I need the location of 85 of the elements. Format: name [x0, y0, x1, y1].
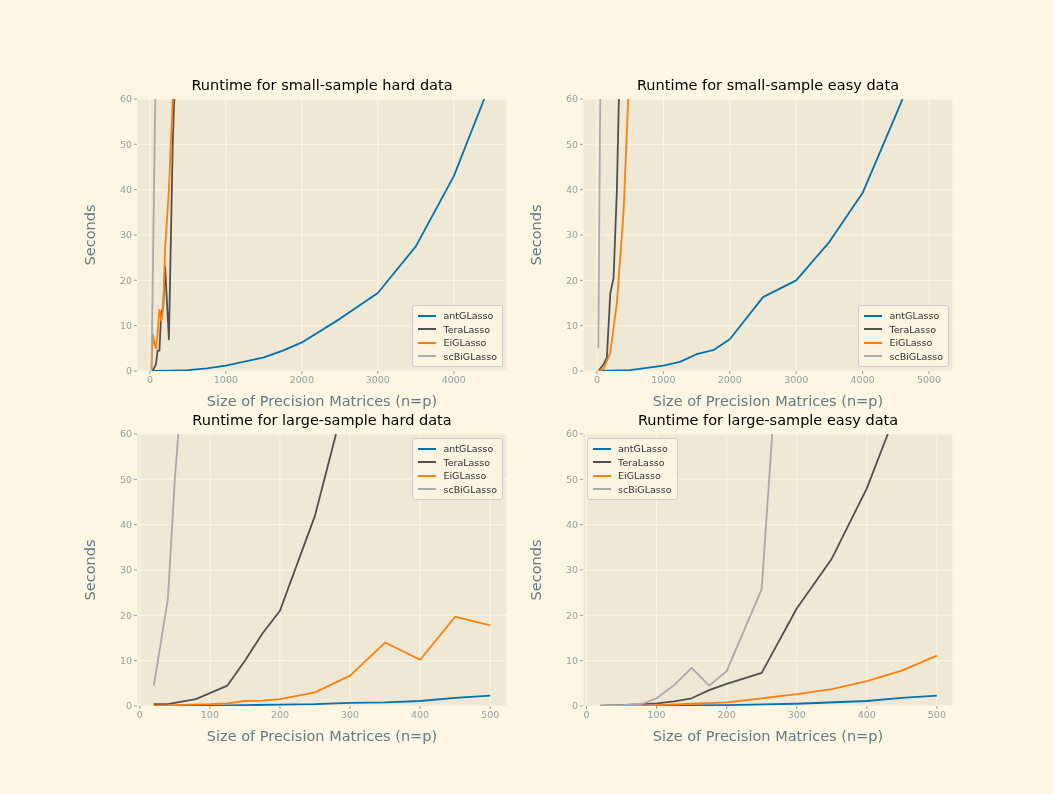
x-tick-label: 400 — [411, 708, 430, 720]
y-tick-label: 20 — [119, 274, 132, 286]
x-tick-label: 500 — [481, 708, 500, 720]
legend-label: TeraLasso — [443, 323, 491, 335]
y-tick-label: 20 — [565, 609, 578, 621]
legend-label: TeraLasso — [443, 456, 491, 468]
legend-label: TeraLasso — [889, 323, 937, 335]
x-tick-label: 200 — [717, 708, 736, 720]
x-tick-label: 5000 — [916, 373, 942, 385]
y-tick-label: 10 — [119, 655, 132, 667]
x-tick-label: 300 — [787, 708, 806, 720]
legend-label: EiGLasso — [618, 470, 661, 482]
legend-label: antGLasso — [889, 310, 940, 322]
y-tick-label: 0 — [125, 365, 132, 377]
y-tick-label: 0 — [571, 700, 578, 712]
x-axis-title: Size of Precision Matrices (n=p) — [652, 728, 884, 744]
y-tick-label: 30 — [565, 564, 578, 576]
legend-label: scBiGLasso — [443, 483, 497, 495]
line-series — [152, 434, 180, 687]
y-tick-label: 10 — [565, 655, 578, 667]
y-tick-label: 20 — [565, 274, 578, 286]
legend-label: scBiGLasso — [618, 483, 672, 495]
x-tick-label: 0 — [583, 708, 590, 720]
y-axis-title: Seconds — [82, 204, 99, 266]
y-tick-label: 50 — [119, 473, 132, 485]
y-tick-label: 40 — [565, 184, 578, 196]
y-tick-label: 50 — [119, 138, 132, 150]
x-tick-label: 1000 — [651, 373, 676, 385]
legend-label: EiGLasso — [443, 337, 487, 349]
x-tick-label: 200 — [270, 708, 290, 720]
legend-label: scBiGLasso — [443, 350, 497, 362]
line-series — [599, 434, 774, 706]
y-tick-label: 60 — [119, 93, 132, 105]
y-tick-label: 0 — [571, 365, 578, 377]
y-tick-label: 60 — [119, 428, 132, 440]
x-tick-label: 100 — [647, 708, 666, 720]
line-series — [597, 99, 630, 371]
y-tick-label: 20 — [119, 609, 132, 621]
y-tick-label: 40 — [565, 519, 578, 531]
x-axis-title: Size of Precision Matrices (n=p) — [206, 393, 438, 409]
x-tick-label: 0 — [146, 373, 153, 385]
chart-title: Runtime for small-sample hard data — [190, 77, 454, 93]
legend-label: antGLasso — [618, 443, 668, 455]
y-tick-label: 40 — [119, 519, 132, 531]
y-tick-label: 10 — [119, 320, 132, 332]
y-axis-title: Seconds — [528, 539, 545, 601]
y-tick-label: 40 — [119, 184, 132, 196]
x-tick-label: 4000 — [850, 373, 875, 385]
y-tick-label: 50 — [565, 138, 578, 150]
x-tick-label: 3000 — [784, 373, 809, 385]
x-tick-label: 2000 — [289, 373, 314, 385]
y-tick-label: 30 — [119, 564, 132, 576]
y-tick-label: 50 — [565, 473, 578, 485]
chart-title: Runtime for small-sample easy data — [635, 77, 901, 93]
y-axis-title: Seconds — [82, 539, 99, 601]
y-tick-label: 60 — [565, 428, 578, 440]
legend-label: scBiGLasso — [889, 350, 943, 362]
legend-label: EiGLasso — [889, 337, 933, 349]
y-tick-label: 30 — [119, 229, 132, 241]
chart-title: Runtime for large-sample hard data — [191, 412, 453, 428]
y-tick-label: 10 — [565, 320, 578, 332]
chart-title: Runtime for large-sample easy data — [636, 412, 900, 428]
x-tick-label: 1000 — [213, 373, 238, 385]
line-series — [152, 615, 492, 706]
x-tick-label: 500 — [927, 708, 946, 720]
x-tick-label: 0 — [136, 708, 143, 720]
y-axis-title: Seconds — [528, 204, 545, 266]
x-tick-label: 0 — [593, 373, 600, 385]
x-tick-label: 3000 — [365, 373, 390, 385]
x-axis-title: Size of Precision Matrices (n=p) — [206, 728, 438, 744]
x-tick-label: 2000 — [717, 373, 742, 385]
legend-label: EiGLasso — [443, 470, 487, 482]
x-tick-label: 400 — [857, 708, 876, 720]
y-tick-label: 0 — [125, 700, 132, 712]
legend-label: antGLasso — [443, 310, 494, 322]
legend-label: antGLasso — [443, 443, 494, 455]
legend-label: TeraLasso — [618, 456, 665, 468]
line-series — [597, 99, 620, 371]
x-tick-label: 300 — [340, 708, 360, 720]
y-tick-label: 30 — [565, 229, 578, 241]
x-tick-label: 100 — [200, 708, 219, 720]
x-axis-title: Size of Precision Matrices (n=p) — [652, 393, 884, 409]
y-tick-label: 60 — [565, 93, 578, 105]
line-series — [152, 434, 337, 706]
x-tick-label: 4000 — [441, 373, 466, 385]
